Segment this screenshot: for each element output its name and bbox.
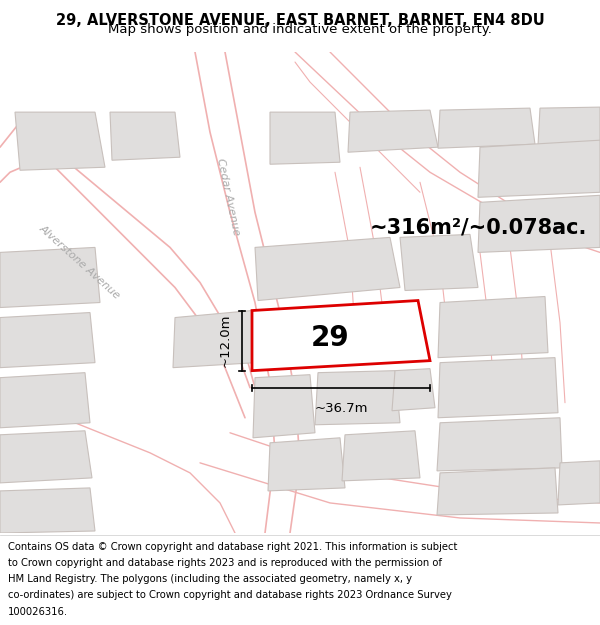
Polygon shape	[173, 311, 256, 368]
Polygon shape	[255, 238, 400, 301]
Polygon shape	[342, 431, 420, 481]
Polygon shape	[0, 248, 100, 308]
Polygon shape	[253, 374, 315, 438]
Polygon shape	[438, 108, 535, 148]
Text: 29, ALVERSTONE AVENUE, EAST BARNET, BARNET, EN4 8DU: 29, ALVERSTONE AVENUE, EAST BARNET, BARN…	[56, 13, 544, 28]
Polygon shape	[392, 369, 435, 411]
Text: HM Land Registry. The polygons (including the associated geometry, namely x, y: HM Land Registry. The polygons (includin…	[8, 574, 412, 584]
Text: ~316m²/~0.078ac.: ~316m²/~0.078ac.	[370, 217, 587, 238]
Text: ~36.7m: ~36.7m	[314, 402, 368, 415]
Text: 29: 29	[311, 324, 349, 352]
Polygon shape	[558, 461, 600, 505]
Polygon shape	[478, 195, 600, 252]
Text: to Crown copyright and database rights 2023 and is reproduced with the permissio: to Crown copyright and database rights 2…	[8, 558, 442, 568]
Polygon shape	[270, 112, 340, 164]
Text: 100026316.: 100026316.	[8, 607, 68, 617]
Polygon shape	[252, 301, 430, 371]
Polygon shape	[0, 488, 95, 533]
Polygon shape	[315, 371, 400, 425]
Polygon shape	[438, 357, 558, 418]
Text: Alverstone Avenue: Alverstone Avenue	[38, 224, 122, 301]
Polygon shape	[348, 110, 438, 152]
Polygon shape	[538, 107, 600, 145]
Polygon shape	[110, 112, 180, 160]
Text: co-ordinates) are subject to Crown copyright and database rights 2023 Ordnance S: co-ordinates) are subject to Crown copyr…	[8, 591, 452, 601]
Polygon shape	[437, 468, 558, 515]
Polygon shape	[0, 431, 92, 483]
Polygon shape	[15, 112, 105, 170]
Polygon shape	[0, 312, 95, 368]
Text: Contains OS data © Crown copyright and database right 2021. This information is : Contains OS data © Crown copyright and d…	[8, 542, 457, 552]
Polygon shape	[438, 296, 548, 358]
Polygon shape	[437, 418, 562, 471]
Text: Cedar Avenue: Cedar Avenue	[215, 158, 241, 237]
Polygon shape	[400, 234, 478, 291]
Text: Map shows position and indicative extent of the property.: Map shows position and indicative extent…	[108, 23, 492, 36]
Polygon shape	[0, 372, 90, 428]
Text: ~12.0m: ~12.0m	[219, 314, 232, 368]
Polygon shape	[478, 140, 600, 198]
Polygon shape	[268, 438, 345, 491]
